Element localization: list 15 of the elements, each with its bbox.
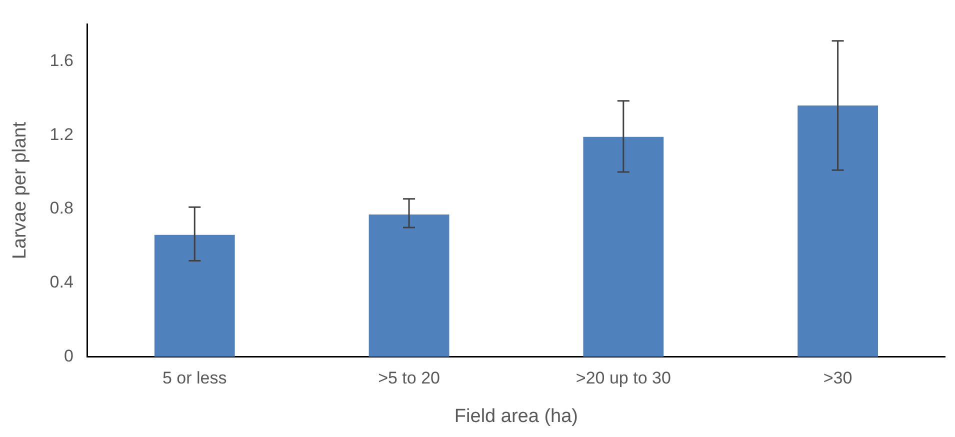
- y-tick-label: 0.8: [50, 198, 74, 218]
- bar: [368, 214, 450, 357]
- bar: [154, 234, 235, 357]
- y-axis-title: Larvae per plant: [10, 121, 31, 260]
- bar: [583, 136, 664, 357]
- x-tick-label: >5 to 20: [378, 368, 440, 388]
- y-tick-label: 1.2: [50, 124, 74, 144]
- x-tick-label: >30: [823, 368, 852, 388]
- y-tick-label: 1.6: [50, 50, 74, 70]
- x-axis-title: Field area (ha): [454, 406, 578, 427]
- x-tick-label: 5 or less: [162, 368, 227, 388]
- y-tick-label: 0: [64, 346, 74, 366]
- x-tick-label: >20 up to 30: [576, 368, 671, 388]
- y-tick-label: 0.4: [50, 272, 74, 292]
- bar: [798, 106, 878, 357]
